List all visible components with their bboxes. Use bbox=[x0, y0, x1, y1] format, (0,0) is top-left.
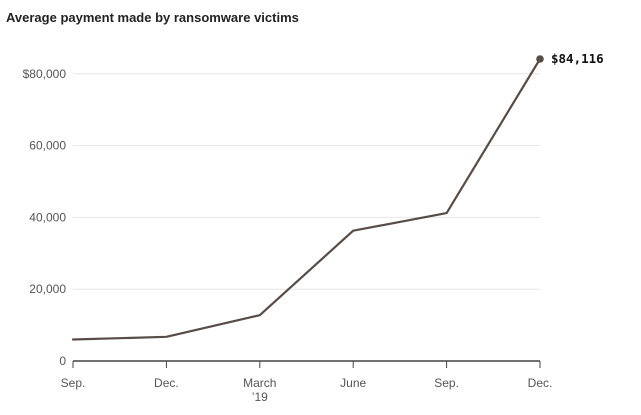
grid-layer bbox=[73, 73, 540, 290]
chart-title: Average payment made by ransomware victi… bbox=[6, 10, 299, 25]
y-tick-label: 0 bbox=[59, 354, 66, 368]
y-tick-label: 20,000 bbox=[29, 282, 66, 296]
x-tick-label: Dec. bbox=[528, 376, 553, 390]
x-tick-label: Sep. bbox=[434, 376, 459, 390]
x-tick-label: March bbox=[243, 376, 276, 390]
x-tick-label: Sep. bbox=[61, 376, 86, 390]
x-axis: Sep. Dec. March’19 June Sep. Dec. bbox=[61, 360, 553, 404]
series-line bbox=[71, 57, 542, 341]
y-axis-ticks: 0 20,000 40,000 60,000 $80,000 bbox=[23, 67, 67, 368]
end-point bbox=[536, 55, 544, 63]
y-tick-label: $80,000 bbox=[23, 67, 67, 81]
x-tick-label: Dec. bbox=[154, 376, 179, 390]
x-tick-sublabel: ’19 bbox=[252, 390, 268, 404]
y-tick-label: 40,000 bbox=[29, 210, 66, 224]
label-layer: $84,116 bbox=[551, 51, 604, 66]
end-value-label: $84,116 bbox=[551, 51, 604, 66]
y-tick-label: 60,000 bbox=[29, 139, 66, 153]
x-tick-label: June bbox=[340, 376, 366, 390]
series-layer bbox=[71, 55, 544, 341]
